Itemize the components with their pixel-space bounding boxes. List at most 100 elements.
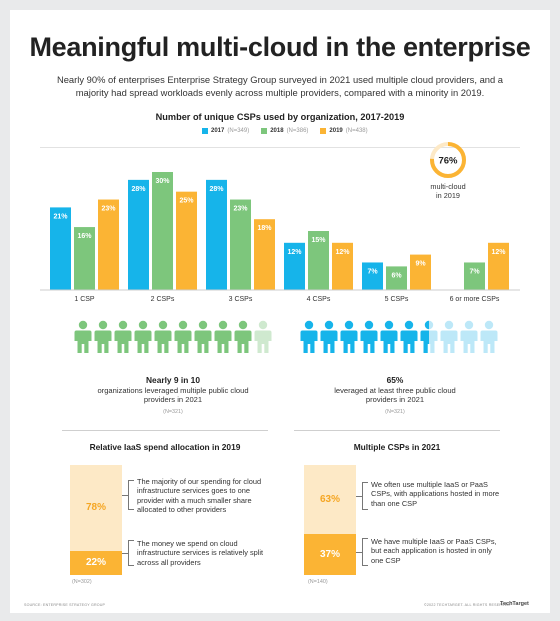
person-icon [114, 320, 132, 353]
x-tick-label-4: 5 CSPs [385, 296, 409, 303]
legend-n-2017: (N=349) [227, 128, 250, 134]
stat-left-line2: providers in 2021 [143, 395, 203, 404]
bar-label-2017-3: 12% [287, 249, 302, 256]
iaas-spend-title: Relative IaaS spend allocation in 2019 [89, 442, 241, 452]
bar-chart: 21% 16% 23% 1 CSP 28% 30% 25% 2 CSPs 28% 23% 18% 3 … [40, 172, 520, 303]
iaas-spend-segment-majority: 78% [70, 465, 122, 551]
infographic-card: Meaningful multi-cloud in the enterprise… [10, 10, 550, 613]
bar-2019-5 [488, 242, 509, 290]
csps-n: (N=140) [308, 579, 328, 585]
stat-right-line2: providers in 2021 [365, 395, 425, 404]
bar-label-2019-1: 25% [179, 198, 194, 205]
bar-2018-1 [152, 172, 173, 290]
person-icon [194, 320, 212, 353]
bar-label-2018-2: 23% [233, 206, 248, 213]
legend-label-2019: 2019 [329, 128, 343, 134]
bar-chart-title: Number of unique CSPs used by organizati… [155, 112, 405, 122]
person-icon [174, 320, 192, 353]
stat-left-line1: organizations leveraged multiple public … [97, 385, 249, 395]
person-icon [340, 320, 358, 353]
iaas-spend-label-split: 22% [85, 557, 106, 569]
person-icon [214, 320, 232, 353]
iaas-spend-segment-split: 22% [70, 550, 122, 575]
person-icon [380, 320, 398, 353]
bar-2018-0 [74, 227, 95, 290]
person-icon [460, 320, 478, 353]
legend-n-2018: (N=386) [286, 128, 309, 134]
iaas-desc-majority: The majority of our spending for cloud i… [137, 477, 262, 515]
multiple-csps-title: Multiple CSPs in 2021 [353, 442, 441, 452]
person-icon [480, 320, 498, 353]
iaas-spend-stack: 78% 22% [70, 465, 122, 575]
person-icon [420, 320, 429, 353]
csps-connector-bottom [356, 552, 362, 553]
person-icon [74, 320, 92, 353]
legend-label-2017: 2017 [211, 128, 225, 134]
legend-swatch-2017 [202, 128, 208, 134]
bar-2017-2 [206, 179, 227, 290]
stat-right: 65% leveraged at least three public clou… [296, 375, 494, 417]
bar-label-2019-5: 12% [491, 249, 506, 256]
source-note: SOURCE: ENTERPRISE STRATEGY GROUP [24, 603, 106, 607]
bar-label-2017-4: 7% [367, 268, 378, 275]
csps-bracket-top [362, 482, 368, 510]
iaas-bracket-top [128, 480, 134, 510]
legend-divider [40, 147, 520, 148]
bar-label-2017-1: 28% [131, 186, 146, 193]
legend-item-2019: 2019 (N=438) [320, 128, 368, 134]
bar-label-2017-0: 21% [53, 213, 68, 220]
bar-2018-2 [230, 199, 251, 290]
legend-swatch-2019 [320, 128, 327, 134]
bar-label-2018-1: 30% [155, 178, 170, 185]
bar-chart-legend: 2017 (N=349) 2018 (N=386) 2019 (N=438) [202, 128, 368, 134]
legend-swatch-2018 [261, 128, 268, 134]
rights-note: ©2022 TECHTARGET. ALL RIGHTS RESERVED [424, 603, 511, 607]
bar-label-2019-0: 23% [101, 206, 116, 213]
multicloud-caption: multi-cloud in 2019 [418, 182, 478, 200]
section-divider-left [62, 430, 268, 431]
bar-label-2019-2: 18% [257, 225, 272, 232]
multiple-csps-segment-multi: 63% [304, 465, 356, 535]
bar-2017-3 [284, 242, 305, 290]
csps-connector-top [356, 496, 362, 497]
person-icon [320, 320, 338, 353]
person-icon [300, 320, 318, 353]
stat-left: Nearly 9 in 10 organizations leveraged m… [74, 375, 272, 417]
multiple-csps-label-multi: 63% [319, 494, 340, 506]
person-icon-partial [420, 320, 438, 354]
bar-label-2018-3: 15% [311, 237, 326, 244]
bar-label-2017-2: 28% [209, 186, 224, 193]
stat-right-n: (N=321) [385, 408, 405, 415]
multiple-csps-label-single: 37% [319, 549, 340, 561]
people-row-right [300, 320, 498, 354]
bar-label-2018-4: 6% [391, 272, 402, 279]
multicloud-callout: 76% multi-cloud in 2019 [418, 140, 478, 200]
page-title: Meaningful multi-cloud in the enterprise [29, 32, 531, 62]
stat-left-n: (N=321) [163, 408, 183, 415]
bar-label-2018-5: 7% [469, 268, 480, 275]
person-icon [234, 320, 252, 353]
person-icon [254, 320, 272, 353]
person-icon [94, 320, 112, 353]
bar-2018-4 [386, 266, 407, 290]
bar-2019-0 [98, 199, 119, 290]
donut-value: 76% [438, 156, 458, 167]
bar-2017-0 [50, 207, 71, 290]
bar-label-2019-4: 9% [415, 261, 426, 268]
iaas-connector-top [122, 495, 128, 496]
iaas-desc-split: The money we spend on cloud infrastructu… [137, 539, 264, 567]
legend-label-2018: 2018 [270, 128, 284, 134]
donut-arc [430, 142, 466, 178]
iaas-bracket-bottom [128, 540, 134, 566]
bar-2017-1 [128, 179, 149, 290]
stat-right-line1: leveraged at least three public cloud [334, 385, 456, 395]
iaas-n: (N=302) [72, 579, 92, 585]
stat-right-headline: 65% [386, 375, 404, 385]
x-tick-label-5: 6 or more CSPs [450, 296, 500, 303]
people-row-left [74, 320, 272, 354]
page-subtitle: Nearly 90% of enterprises Enterprise Str… [56, 74, 504, 98]
x-tick-label-3: 4 CSPs [307, 296, 331, 303]
person-icon [154, 320, 172, 353]
bar-2019-2 [254, 219, 275, 290]
csps-bracket-bottom [362, 538, 368, 566]
